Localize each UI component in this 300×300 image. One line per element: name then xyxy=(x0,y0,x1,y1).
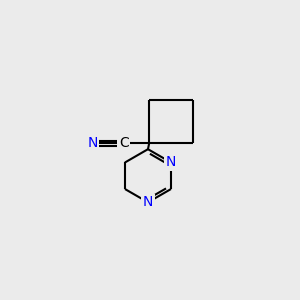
Text: N: N xyxy=(87,136,98,150)
Text: N: N xyxy=(143,195,153,209)
Text: N: N xyxy=(166,155,176,170)
Text: C: C xyxy=(119,136,129,150)
